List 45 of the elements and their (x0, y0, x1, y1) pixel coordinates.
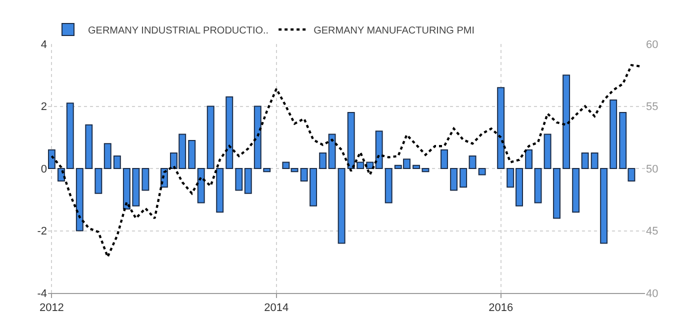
bar (412, 164, 420, 169)
bar (375, 130, 383, 169)
y-tick-label: -2 (37, 226, 47, 238)
bar (562, 74, 570, 169)
y-tick-label: -4 (37, 288, 47, 300)
bar (460, 168, 468, 188)
bar (422, 168, 430, 172)
bar (450, 168, 458, 191)
y-tick-label: 2 (40, 101, 47, 114)
bar (478, 168, 486, 176)
bar (610, 100, 618, 169)
y2-tick-label: 55 (646, 101, 658, 114)
bar (534, 168, 542, 204)
bar (440, 149, 448, 169)
bar (226, 96, 234, 169)
x-tick-label: 2012 (39, 302, 64, 314)
bar (188, 140, 196, 169)
y-tick-label: 0 (40, 163, 47, 176)
bar (113, 156, 121, 169)
bar (581, 152, 589, 169)
bar (328, 134, 336, 169)
y2-tick-label: 45 (646, 226, 658, 238)
bar (48, 149, 56, 169)
bar (94, 168, 102, 194)
bar (384, 168, 392, 204)
bar (244, 168, 252, 194)
bar (319, 152, 327, 169)
legend-label: GERMANY MANUFACTURING PMI (314, 25, 475, 36)
y2-tick-label: 40 (646, 288, 658, 300)
bar (142, 168, 150, 191)
y2-tick-label: 60 (646, 38, 658, 51)
bar (497, 87, 505, 169)
bar (572, 168, 580, 213)
bar (197, 168, 205, 204)
y2-tick-label: 50 (646, 163, 658, 176)
x-tick-label: 2016 (488, 302, 514, 314)
legend-label: GERMANY INDUSTRIAL PRODUCTIO.. (88, 25, 269, 36)
y-tick-label: 4 (40, 38, 47, 51)
x-tick-label: 2014 (264, 302, 289, 314)
bar (104, 143, 112, 169)
bar (338, 168, 346, 244)
bar (468, 156, 476, 169)
line-series (50, 64, 642, 258)
bar (235, 168, 243, 191)
bar (525, 149, 533, 169)
